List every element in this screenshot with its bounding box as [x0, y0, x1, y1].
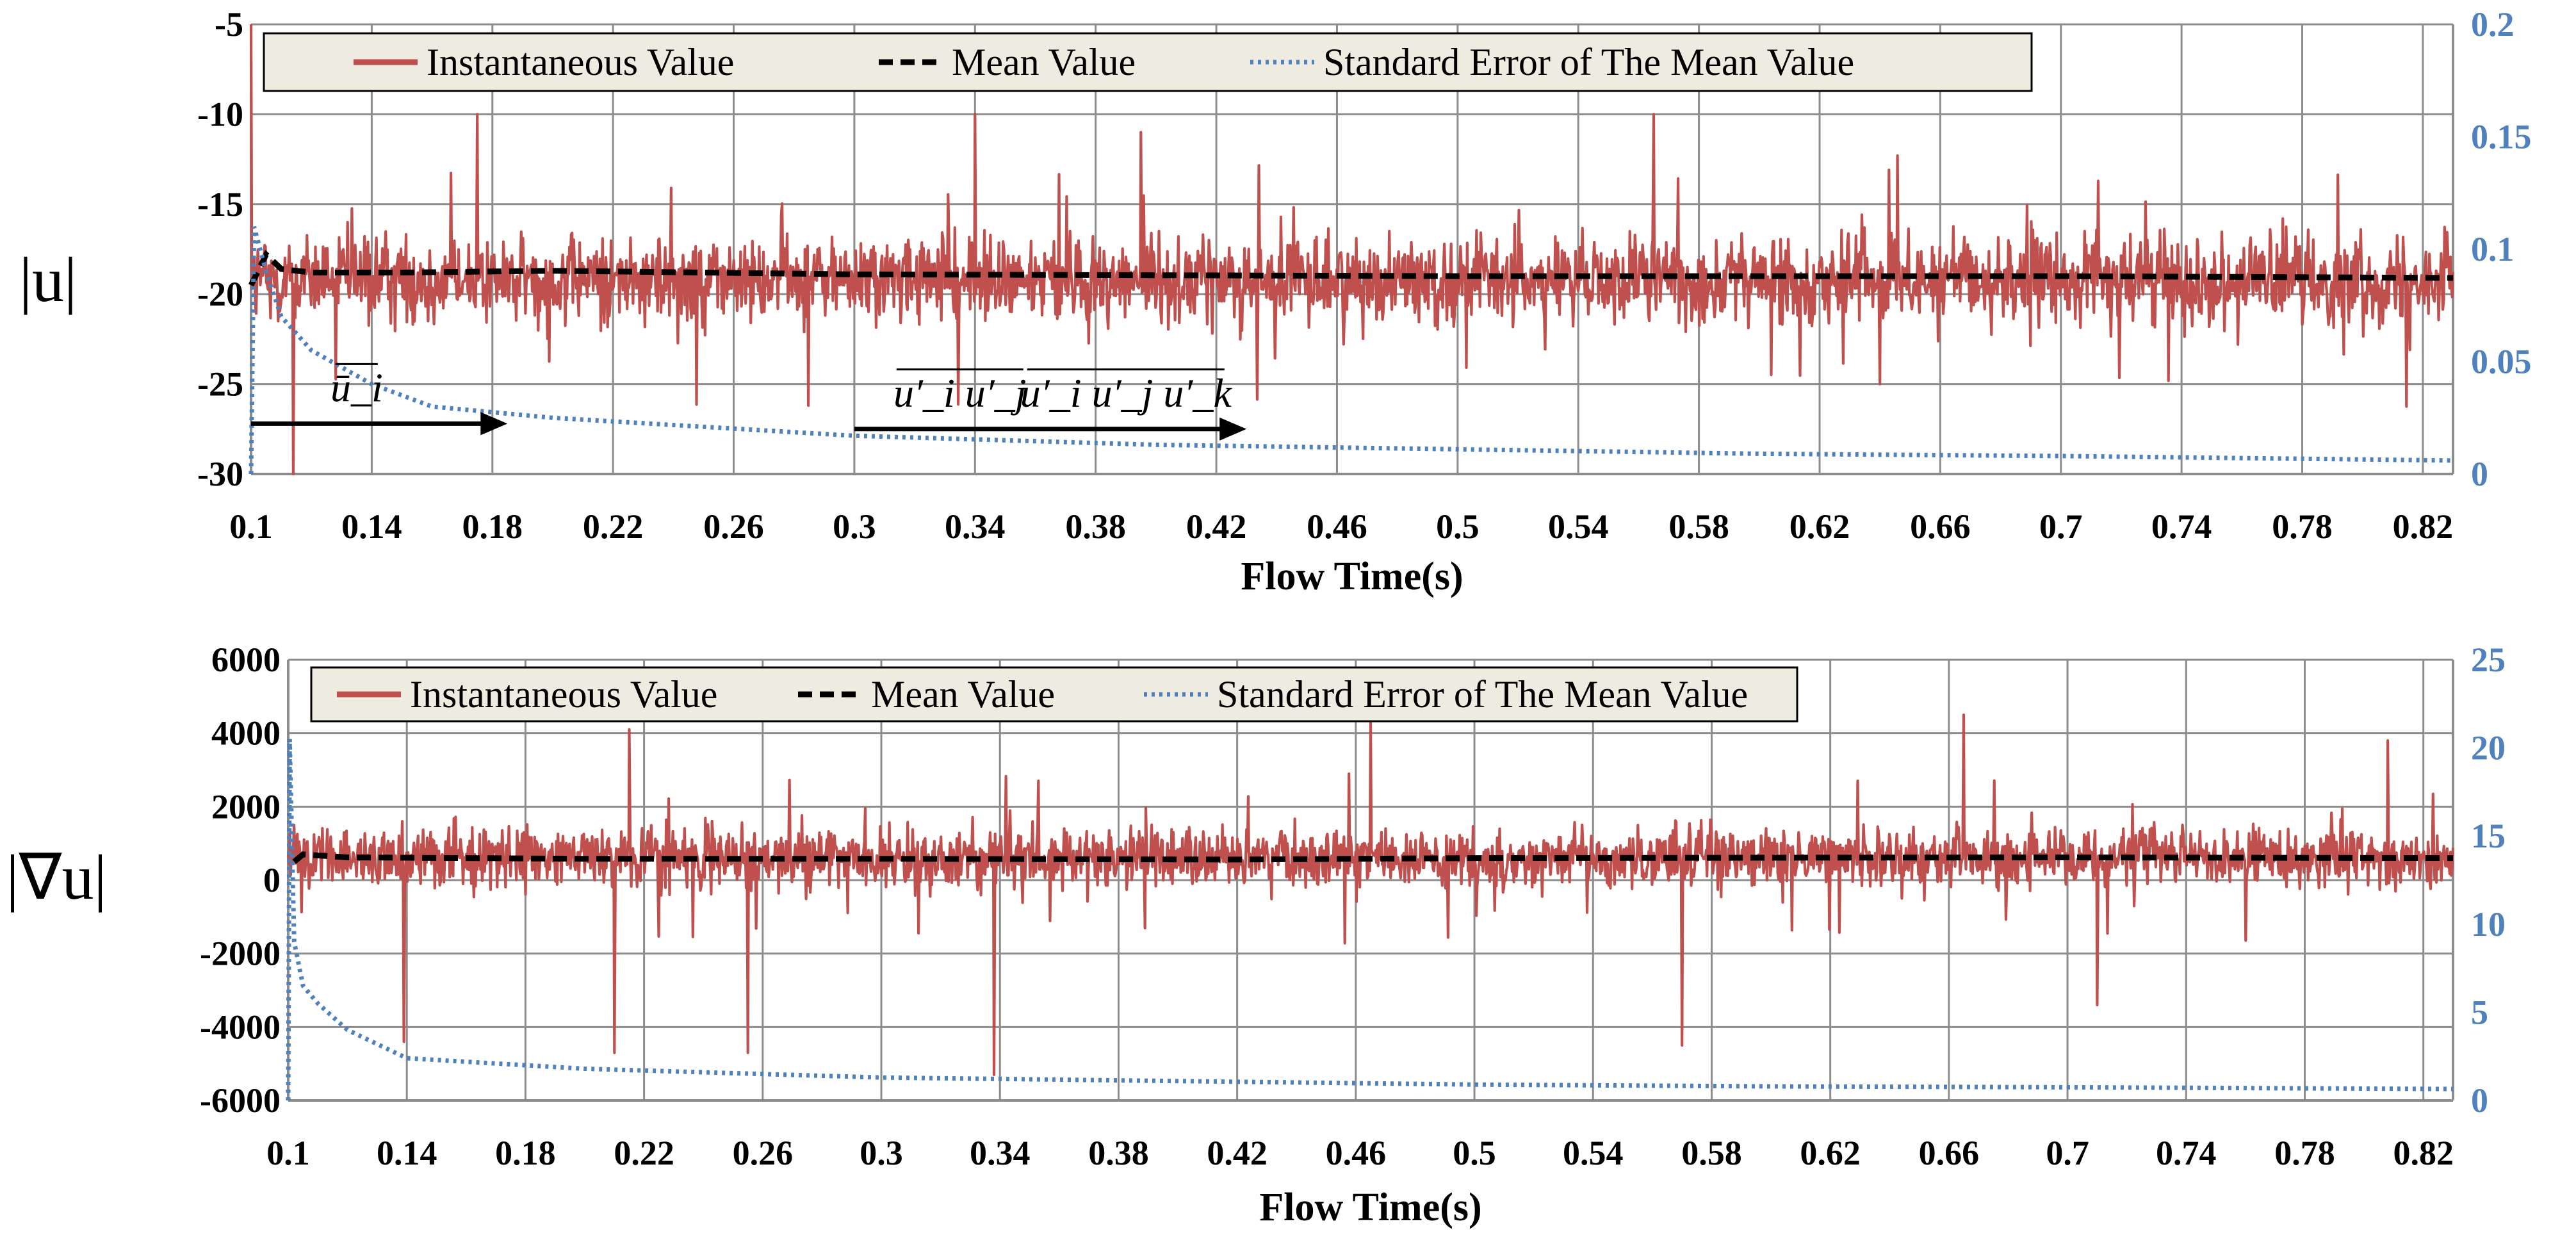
plot-area — [248, 24, 2455, 476]
y-tick-label: 4000 — [211, 714, 281, 753]
y-tick-label: -25 — [197, 365, 243, 404]
legend-label: Instantaneous Value — [410, 673, 717, 715]
y2-tick-label: 20 — [2471, 729, 2506, 767]
legend-label: Mean Value — [952, 41, 1136, 83]
y2-tick-label: 0.2 — [2471, 5, 2515, 44]
y2-tick-label: 25 — [2471, 641, 2506, 679]
legend-label: Standard Error of The Mean Value — [1217, 673, 1748, 715]
x-tick-label: 0.82 — [2393, 507, 2454, 546]
legend-label: Instantaneous Value — [427, 41, 734, 83]
annotations: ū_i u′_i u′_ju′_i u′_j u′_k — [251, 363, 1247, 441]
x-tick-label: 0.74 — [2151, 507, 2212, 546]
legend-label: Standard Error of The Mean Value — [1323, 41, 1854, 83]
x-tick-label: 0.22 — [583, 507, 644, 546]
chart-bottom: 0.1 0.14 0.18 0.22 0.26 0.3 0.34 0.38 0.42 0.46 0.… — [6, 641, 2506, 1229]
x-tick-label: 0.7 — [2046, 1134, 2089, 1172]
annotation-label: u′_i u′_j u′_k — [1020, 370, 1233, 416]
x-tick-label: 0.26 — [703, 507, 764, 546]
plot-area — [286, 713, 2455, 1101]
y-tick-label: 2000 — [211, 787, 281, 826]
y2-tick-label: 0.05 — [2471, 343, 2532, 381]
y-tick-label: -10 — [197, 95, 243, 133]
y-axis-title: |u| — [19, 244, 77, 315]
y2-tick-label: 0 — [2471, 455, 2488, 493]
y2-tick-label: 0.1 — [2471, 230, 2515, 268]
x-tick-label: 0.62 — [1800, 1134, 1861, 1172]
series-instantaneous-line — [249, 24, 2455, 476]
x-tick-label: 0.5 — [1436, 507, 1480, 546]
annotation-label: ū_i — [330, 364, 383, 410]
x-tick-label: 0.58 — [1668, 507, 1729, 546]
x-tick-label: 0.1 — [266, 1134, 310, 1172]
legend-label: Mean Value — [871, 673, 1055, 715]
series-standard-error-line — [249, 225, 2454, 475]
y-tick-label: -30 — [197, 455, 243, 493]
x-tick-label: 0.62 — [1789, 507, 1850, 546]
y2-tick-label: 0.15 — [2471, 118, 2532, 156]
series-mean-line — [292, 851, 2454, 864]
x-tick-label: 0.22 — [614, 1134, 674, 1172]
y2-tick-label: 5 — [2471, 993, 2488, 1031]
series-standard-error-line — [286, 739, 2454, 1101]
y-tick-label: -4000 — [200, 1008, 281, 1046]
x-tick-label: 0.42 — [1186, 507, 1247, 546]
x-tick-label: 0.1 — [229, 507, 273, 546]
x-tick-label: 0.7 — [2039, 507, 2083, 546]
x-tick-label: 0.26 — [733, 1134, 794, 1172]
y-tick-label: -15 — [197, 185, 243, 224]
chart-top: 0.1 0.14 0.18 0.22 0.26 0.3 0.34 0.38 0.42 0.46 0.… — [19, 5, 2532, 598]
x-tick-label: 0.78 — [2272, 507, 2333, 546]
annotation-arrowhead — [480, 412, 508, 436]
x-axis-title: Flow Time(s) — [1259, 1186, 1481, 1229]
series-instantaneous-line — [286, 713, 2455, 1076]
x-tick-label: 0.34 — [970, 1134, 1031, 1172]
annotation-label: u′_i u′_j — [893, 370, 1027, 416]
y-tick-label: -20 — [197, 275, 243, 313]
x-tick-label: 0.14 — [341, 507, 402, 546]
x-tick-label: 0.82 — [2393, 1134, 2454, 1172]
annotation-arrowhead — [1219, 417, 1247, 441]
y2-tick-label: 10 — [2471, 905, 2506, 944]
y-axis-title: |∇u| — [6, 842, 107, 913]
y2-tick-label: 0 — [2471, 1081, 2488, 1120]
y2-tick-label: 15 — [2471, 817, 2506, 855]
x-tick-label: 0.18 — [462, 507, 523, 546]
y-tick-label: -2000 — [200, 935, 281, 973]
x-tick-label: 0.66 — [1910, 507, 1971, 546]
x-tick-label: 0.3 — [833, 507, 876, 546]
x-tick-label: 0.58 — [1681, 1134, 1742, 1172]
x-tick-label: 0.38 — [1088, 1134, 1149, 1172]
y-tick-label: -5 — [215, 5, 243, 44]
legend-box — [263, 32, 2033, 92]
x-axis-title: Flow Time(s) — [1241, 555, 1463, 598]
y-tick-label: 6000 — [211, 641, 281, 679]
series-mean-line — [248, 249, 2454, 287]
legend-box — [310, 666, 1798, 723]
y-tick-label: 0 — [263, 861, 281, 899]
x-tick-label: 0.54 — [1563, 1134, 1624, 1172]
x-tick-label: 0.3 — [860, 1134, 903, 1172]
x-tick-label: 0.42 — [1207, 1134, 1268, 1172]
x-tick-label: 0.5 — [1453, 1134, 1496, 1172]
x-tick-label: 0.34 — [945, 507, 1006, 546]
x-tick-label: 0.46 — [1326, 1134, 1387, 1172]
x-tick-label: 0.38 — [1065, 507, 1126, 546]
x-tick-label: 0.14 — [377, 1134, 437, 1172]
legend: Instantaneous Value Mean Value Standard Er… — [263, 32, 2033, 92]
legend: Instantaneous Value Mean Value Standard Er… — [310, 666, 1798, 723]
y-tick-label: -6000 — [200, 1081, 281, 1120]
x-tick-label: 0.18 — [495, 1134, 556, 1172]
x-tick-label: 0.78 — [2274, 1134, 2335, 1172]
x-tick-label: 0.74 — [2156, 1134, 2217, 1172]
x-tick-label: 0.54 — [1548, 507, 1609, 546]
x-tick-label: 0.66 — [1919, 1134, 1980, 1172]
x-tick-label: 0.46 — [1307, 507, 1367, 546]
